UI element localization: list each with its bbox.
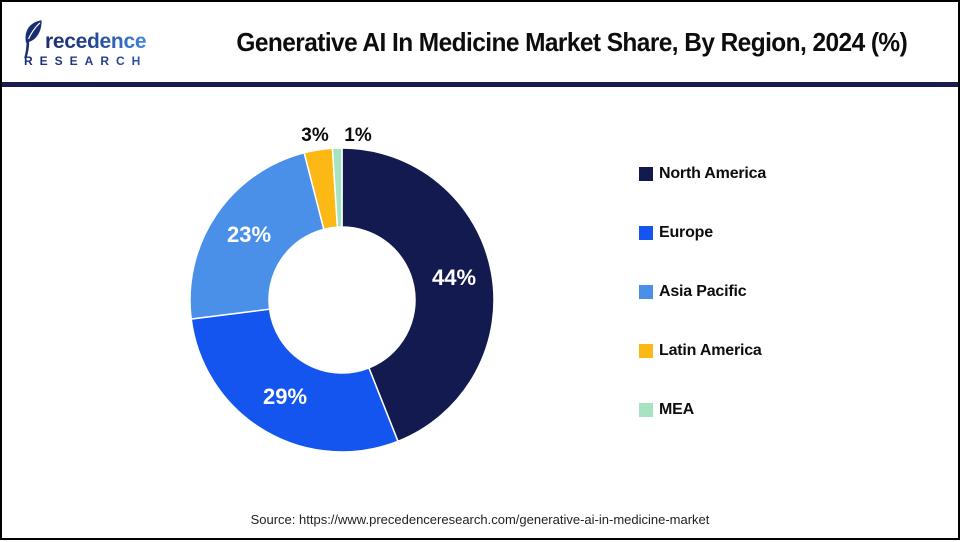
legend-item-asia-pacific: Asia Pacific — [639, 283, 766, 300]
header: recedence RESEARCH Generative AI In Medi… — [2, 2, 958, 82]
slice-north-america — [341, 147, 495, 443]
legend-item-mea: MEA — [639, 401, 766, 418]
value-label-north-america: 44% — [431, 265, 477, 290]
legend-label-latin-america: Latin America — [659, 342, 762, 359]
legend-swatch-latin-america — [639, 344, 653, 358]
legend-item-europe: Europe — [639, 224, 766, 241]
legend: North America Europe Asia Pacific Latin Ame… — [639, 165, 767, 461]
logo-wordmark: recedence — [45, 29, 147, 53]
slice-mea — [331, 147, 343, 228]
logo-sub-wordmark: RESEARCH — [24, 55, 200, 67]
chart-title: Generative AI In Medicine Market Share, … — [236, 26, 908, 57]
leaf-icon — [24, 19, 42, 58]
slice-europe — [190, 308, 399, 453]
precedence-logo: recedence RESEARCH — [2, 18, 200, 67]
slice-asia-pacific — [189, 151, 325, 320]
legend-label-mea: MEA — [659, 401, 694, 418]
legend-swatch-asia-pacific — [639, 285, 653, 299]
legend-label-north-america: North America — [659, 165, 767, 182]
footer-source: Source: https://www.precedenceresearch.c… — [250, 512, 710, 527]
legend-item-latin-america: Latin America — [639, 342, 766, 359]
legend-swatch-mea — [639, 403, 653, 417]
value-label-latin-america: 3% — [301, 125, 329, 146]
header-divider — [2, 82, 958, 87]
value-label-mea: 1% — [344, 125, 372, 146]
legend-item-north-america: North America — [639, 165, 767, 182]
legend-label-asia-pacific: Asia Pacific — [659, 283, 747, 300]
legend-swatch-europe — [639, 226, 653, 240]
value-label-europe: 29% — [262, 384, 308, 409]
value-label-asia-pacific: 23% — [226, 222, 272, 247]
legend-label-europe: Europe — [659, 224, 713, 241]
legend-swatch-north-america — [639, 167, 653, 181]
